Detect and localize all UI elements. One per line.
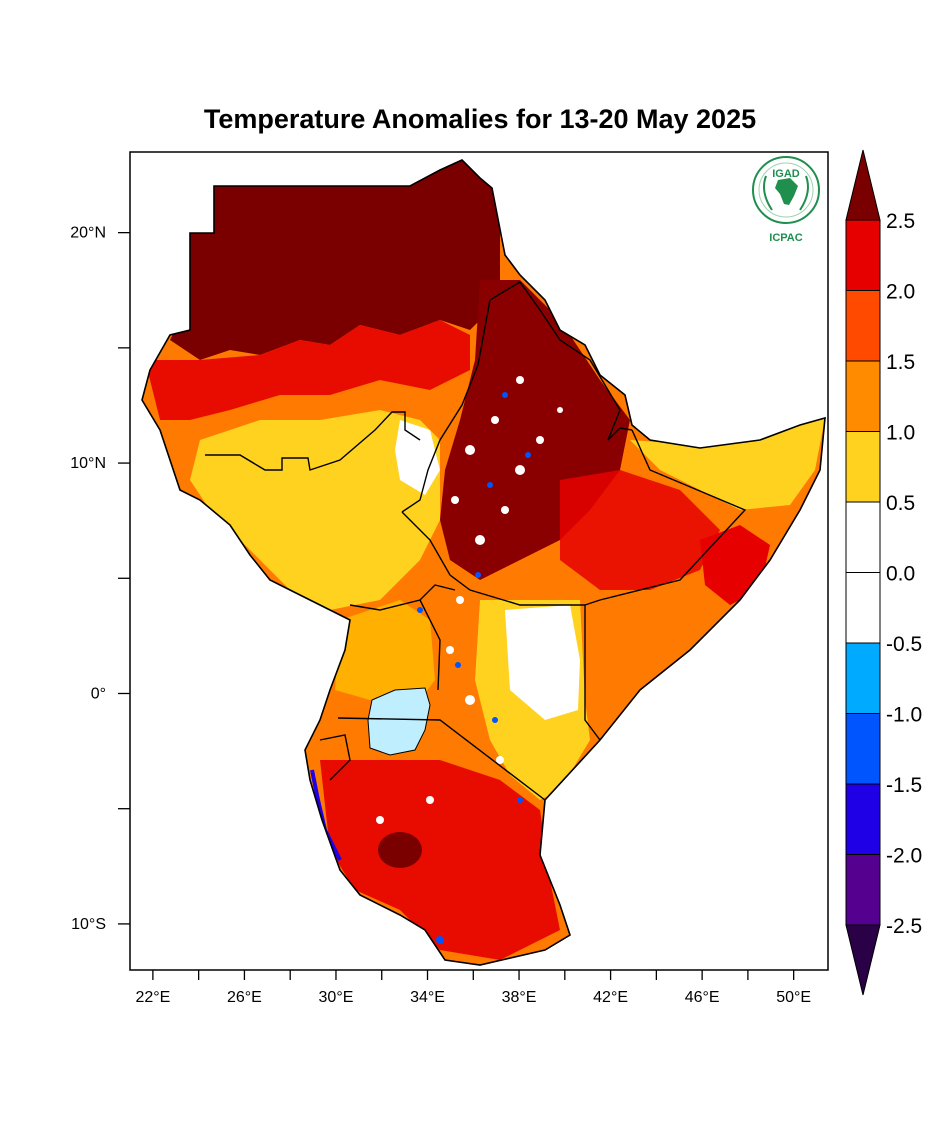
border-kenya-tanzania	[337, 717, 546, 801]
logo-africa-shape	[775, 178, 798, 205]
colorbar-label-0: 2.5	[886, 210, 915, 233]
x-tick-label-4: 38°E	[502, 989, 537, 1006]
field-kenya-white	[505, 605, 580, 720]
logo-laurel-left	[763, 175, 773, 211]
field-uganda	[335, 600, 435, 700]
colorbar-box-2	[845, 360, 881, 432]
colorbar-box-1	[845, 290, 881, 362]
field-tanzania-dark-spot	[378, 832, 422, 868]
colorbar-box-4	[845, 501, 881, 573]
logo-bottom-text: ICPAC	[769, 232, 802, 244]
lake-victoria	[367, 687, 431, 756]
field-ethiopia-red	[560, 470, 720, 590]
logo-inner-ring	[758, 162, 814, 218]
y-tick-label-2: 0°	[91, 685, 106, 702]
x-tick-label-2: 30°E	[319, 989, 354, 1006]
colorbar-box-3	[845, 431, 881, 503]
highland-blue-speckles	[417, 392, 531, 944]
border-south-sudan-ethiopia	[401, 511, 585, 606]
colorbar-arrow-top	[845, 149, 881, 221]
map-axes: 22°E 26°E 30°E 34°E 38°E 42°E 46°E 50°E 20°N 10°N…	[70, 225, 811, 1006]
colorbar-box-8	[845, 783, 881, 855]
colorbar-label-8: -1.5	[886, 774, 922, 797]
field-north-dark	[170, 160, 500, 360]
igad-icpac-logo: IGAD ICPAC	[752, 156, 820, 244]
colorbar-arrow-bottom	[845, 924, 881, 996]
colorbar-label-9: -2.0	[886, 845, 922, 868]
border-ethiopia-somalia	[584, 429, 747, 606]
border-kenya-uganda	[419, 599, 441, 691]
field-sudan-yellow	[190, 410, 440, 610]
lake-tanganyika-edge	[310, 769, 342, 861]
y-tick-label-1: 10°N	[70, 455, 106, 472]
y-tick-label-0: 20°N	[70, 225, 106, 242]
border-rwanda-burundi	[319, 734, 351, 781]
colorbar-label-7: -1.0	[886, 704, 922, 727]
x-tick-label-3: 34°E	[410, 989, 445, 1006]
colorbar-label-1: 2.0	[886, 281, 915, 304]
colorbar-label-6: -0.5	[886, 633, 922, 656]
country-borders	[205, 281, 747, 801]
colorbar-label-4: 0.5	[886, 492, 915, 515]
colorbar-label-2: 1.5	[886, 351, 915, 374]
colorbar-label-3: 1.0	[886, 422, 915, 445]
logo-laurel-right	[799, 175, 809, 211]
border-sudan-ethiopia	[401, 281, 521, 513]
x-tick-label-5: 42°E	[593, 989, 628, 1006]
colorbar-box-9	[845, 854, 881, 926]
border-sudan-south-sudan	[205, 411, 421, 471]
x-tick-label-1: 26°E	[227, 989, 262, 1006]
colorbar-label-10: -2.5	[886, 915, 922, 938]
colorbar-box-7	[845, 713, 881, 785]
colorbar-box-5	[845, 572, 881, 644]
border-djibouti	[607, 427, 633, 441]
coastline	[141, 159, 826, 966]
field-tanzania-red	[320, 760, 560, 960]
colorbar-box-6	[845, 642, 881, 714]
x-tick-label-0: 22°E	[135, 989, 170, 1006]
border-eritrea-ethiopia	[519, 281, 621, 441]
field-north-red	[145, 320, 470, 420]
logo-top-text: IGAD	[772, 168, 800, 180]
field-somalia-yellow	[630, 418, 825, 510]
highland-speckles	[376, 376, 563, 824]
x-tick-label-6: 46°E	[685, 989, 720, 1006]
colorbar-box-0	[845, 219, 881, 291]
map-frame	[129, 151, 829, 971]
y-tick-label-3: 10°S	[71, 916, 106, 933]
map-title: Temperature Anomalies for 13-20 May 2025	[203, 104, 757, 134]
border-kenya-somalia	[584, 605, 601, 741]
x-tick-label-7: 50°E	[776, 989, 811, 1006]
colorbar-label-5: 0.0	[886, 563, 915, 586]
field-sudan-white	[395, 420, 440, 495]
colorbar: 2.5 2.0 1.5 1.0 0.5 0.0 -0.5 -1.0 -1.5 -2.0 -2.5	[845, 149, 922, 996]
